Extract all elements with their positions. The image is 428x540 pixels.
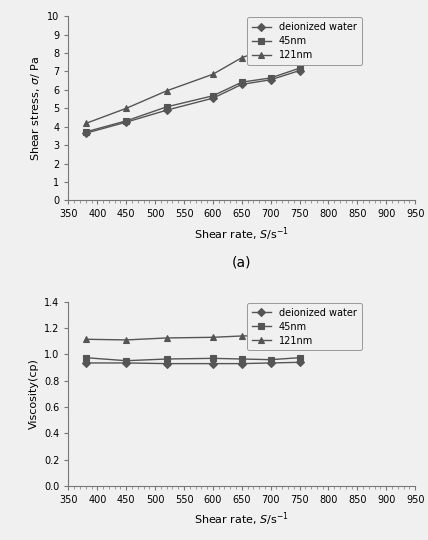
45nm bbox=[297, 354, 302, 361]
121nm bbox=[124, 105, 129, 112]
121nm bbox=[83, 336, 88, 342]
45nm bbox=[211, 355, 215, 362]
Y-axis label: Shear stress, $\sigma$/ Pa: Shear stress, $\sigma$/ Pa bbox=[29, 56, 42, 161]
deionized water bbox=[124, 119, 129, 125]
45nm bbox=[83, 129, 88, 135]
121nm bbox=[211, 334, 215, 341]
Line: deionized water: deionized water bbox=[83, 68, 302, 136]
deionized water bbox=[211, 95, 215, 102]
45nm bbox=[211, 92, 215, 99]
45nm bbox=[239, 79, 244, 85]
Line: deionized water: deionized water bbox=[83, 360, 302, 367]
Legend: deionized water, 45nm, 121nm: deionized water, 45nm, 121nm bbox=[247, 17, 362, 65]
Line: 121nm: 121nm bbox=[83, 332, 302, 343]
121nm bbox=[164, 335, 169, 341]
121nm bbox=[83, 120, 88, 127]
deionized water bbox=[239, 360, 244, 367]
45nm bbox=[239, 356, 244, 362]
Line: 121nm: 121nm bbox=[83, 39, 302, 126]
45nm bbox=[164, 356, 169, 362]
121nm bbox=[239, 333, 244, 339]
deionized water bbox=[211, 360, 215, 367]
deionized water bbox=[124, 360, 129, 366]
45nm bbox=[164, 104, 169, 110]
Line: 45nm: 45nm bbox=[83, 355, 302, 363]
deionized water bbox=[268, 77, 273, 83]
Legend: deionized water, 45nm, 121nm: deionized water, 45nm, 121nm bbox=[247, 303, 362, 350]
45nm bbox=[124, 118, 129, 124]
121nm bbox=[297, 332, 302, 338]
deionized water bbox=[239, 81, 244, 87]
121nm bbox=[239, 55, 244, 61]
45nm bbox=[268, 75, 273, 81]
45nm bbox=[83, 354, 88, 361]
deionized water bbox=[83, 130, 88, 137]
121nm bbox=[164, 87, 169, 94]
Y-axis label: Viscosity(cp): Viscosity(cp) bbox=[29, 359, 39, 429]
45nm bbox=[124, 357, 129, 364]
Line: 45nm: 45nm bbox=[83, 65, 302, 134]
X-axis label: Shear rate, $\mathit{S}$/s$^{-1}$: Shear rate, $\mathit{S}$/s$^{-1}$ bbox=[194, 511, 289, 528]
X-axis label: Shear rate, $\mathit{S}$/s$^{-1}$: Shear rate, $\mathit{S}$/s$^{-1}$ bbox=[194, 225, 289, 242]
Text: (a): (a) bbox=[232, 256, 252, 269]
121nm bbox=[124, 336, 129, 343]
deionized water bbox=[268, 360, 273, 366]
45nm bbox=[297, 65, 302, 71]
121nm bbox=[297, 38, 302, 45]
deionized water bbox=[297, 68, 302, 74]
121nm bbox=[211, 71, 215, 77]
121nm bbox=[268, 44, 273, 51]
deionized water bbox=[164, 360, 169, 367]
deionized water bbox=[164, 107, 169, 113]
deionized water bbox=[297, 359, 302, 366]
deionized water bbox=[83, 360, 88, 366]
121nm bbox=[268, 332, 273, 339]
45nm bbox=[268, 356, 273, 363]
